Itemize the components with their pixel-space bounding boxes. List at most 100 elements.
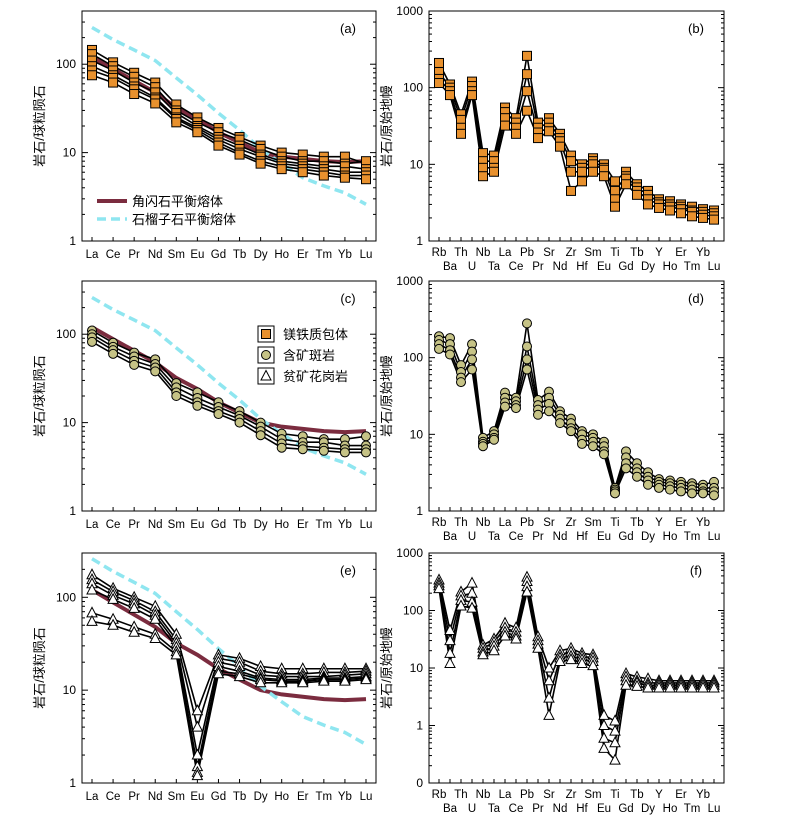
- data-point: [687, 211, 697, 222]
- x-tick-label: Tb: [233, 791, 246, 803]
- data-point: [444, 656, 456, 668]
- x-tick-label: Ce: [106, 249, 121, 261]
- panel-label: (a): [340, 21, 356, 36]
- data-point: [543, 674, 555, 686]
- x-tick-label: Sm: [584, 517, 601, 529]
- x-tick-label: Eu: [190, 519, 204, 531]
- data-point: [318, 674, 330, 686]
- data-point: [191, 720, 204, 732]
- data-point: [234, 149, 245, 160]
- y-tick-label: 100: [56, 327, 76, 341]
- data-point: [532, 641, 544, 653]
- data-point: [642, 681, 654, 693]
- x-tick-label: Ti: [610, 247, 619, 259]
- x-tick-label: Rb: [432, 247, 447, 259]
- x-tick-label: Gd: [211, 249, 226, 261]
- data-point: [192, 400, 203, 411]
- x-tick-label: Ho: [274, 249, 289, 261]
- data-point: [255, 158, 266, 169]
- data-point: [467, 364, 477, 375]
- x-tick-label: Y: [655, 517, 663, 529]
- series-line: [438, 588, 714, 762]
- x-tick-label: Sm: [168, 519, 185, 531]
- data-point: [489, 166, 499, 177]
- x-tick-label: Eu: [597, 803, 611, 815]
- data-point: [632, 471, 642, 482]
- x-tick-label: Er: [297, 249, 309, 261]
- x-tick-label: Eu: [190, 249, 204, 261]
- data-point: [255, 430, 266, 441]
- data-point: [296, 676, 309, 688]
- data-point: [478, 441, 488, 452]
- data-point: [643, 199, 653, 210]
- data-point: [698, 488, 708, 499]
- data-point: [610, 201, 620, 212]
- data-point: [149, 612, 162, 624]
- data-point: [566, 185, 576, 196]
- data-point: [129, 89, 140, 100]
- data-point: [234, 417, 245, 428]
- data-point: [213, 140, 224, 151]
- y-tick-label: 1: [416, 719, 423, 733]
- x-tick-label: Er: [675, 247, 687, 259]
- x-tick-label: Zr: [566, 247, 577, 259]
- data-point: [192, 127, 203, 138]
- data-point: [577, 166, 587, 177]
- series-line: [438, 585, 714, 744]
- x-tick-label: Tb: [630, 247, 643, 259]
- x-tick-label: Zr: [566, 789, 577, 801]
- data-point: [697, 681, 709, 693]
- x-tick-label: Pb: [520, 517, 534, 529]
- data-point: [361, 431, 371, 442]
- data-point: [444, 633, 456, 646]
- data-point: [86, 614, 98, 626]
- x-tick-label: Yb: [338, 519, 352, 531]
- data-point: [339, 674, 351, 686]
- data-point: [107, 592, 119, 604]
- data-point: [108, 77, 119, 88]
- data-point: [632, 189, 642, 200]
- data-point: [339, 447, 350, 458]
- x-tick-label: Dy: [641, 261, 655, 273]
- x-tick-label: Ta: [488, 803, 501, 815]
- data-point: [150, 366, 161, 377]
- data-point: [489, 434, 499, 445]
- data-point: [191, 704, 204, 716]
- x-tick-label: Ce: [509, 531, 524, 543]
- data-point: [565, 653, 577, 665]
- data-point: [543, 691, 555, 703]
- data-point: [339, 172, 350, 183]
- data-point: [360, 672, 372, 685]
- data-point: [261, 350, 271, 360]
- data-point: [213, 409, 224, 420]
- x-tick-label: Ce: [106, 519, 121, 531]
- x-tick-label: Eu: [190, 791, 204, 803]
- x-tick-label: Ba: [443, 531, 458, 543]
- data-point: [522, 69, 532, 80]
- data-point: [318, 445, 329, 456]
- y-axis-label: 岩石/原始地幔: [379, 355, 394, 437]
- data-point: [654, 482, 664, 493]
- x-tick-label: Lu: [360, 791, 373, 803]
- data-point: [456, 377, 466, 388]
- data-point: [233, 670, 246, 682]
- x-tick-label: Sr: [543, 789, 555, 801]
- data-point: [107, 618, 119, 630]
- x-tick-label: Eu: [597, 261, 611, 273]
- x-tick-label: Nb: [476, 247, 491, 259]
- data-point: [544, 126, 554, 137]
- x-tick-label: Rb: [432, 517, 447, 529]
- series-line: [438, 323, 715, 491]
- panel-label: (c): [340, 291, 355, 306]
- data-point: [455, 599, 467, 611]
- x-tick-label: Pr: [128, 249, 140, 261]
- data-point: [555, 418, 565, 429]
- data-point: [87, 336, 97, 347]
- x-tick-label: Pr: [128, 791, 140, 803]
- data-point: [361, 174, 371, 185]
- x-tick-label: Tb: [233, 249, 246, 261]
- y-tick-label: 10: [63, 146, 77, 160]
- x-tick-label: Gd: [618, 531, 633, 543]
